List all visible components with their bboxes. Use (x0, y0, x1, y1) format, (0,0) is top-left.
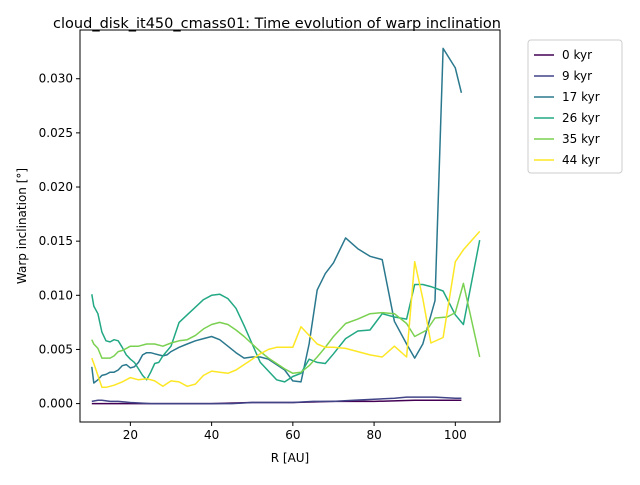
legend-label-44-kyr: 44 kyr (562, 153, 600, 167)
y-axis-label: Warp inclination [°] (15, 168, 29, 284)
x-axis-ticks: 20 40 60 80 100 (123, 422, 467, 442)
series-line-26-kyr (91, 239, 481, 383)
series-line-17-kyr (91, 47, 463, 384)
y-tick-label: 0.010 (39, 288, 73, 302)
legend-label-9-kyr: 9 kyr (562, 69, 592, 83)
x-tick-label: 40 (204, 428, 219, 442)
legend-label-0-kyr: 0 kyr (562, 48, 592, 62)
y-tick-label: 0.005 (39, 342, 73, 356)
y-tick-label: 0.030 (39, 72, 73, 86)
x-tick-label: 100 (444, 428, 467, 442)
series-layer (91, 47, 481, 405)
plot-frame (79, 29, 501, 423)
series-line-35-kyr (91, 282, 481, 375)
y-tick-label: 0.025 (39, 126, 73, 140)
x-axis-label: R [AU] (271, 451, 310, 465)
y-axis-ticks: 0.000 0.005 0.010 0.015 0.020 0.025 0.030 (39, 72, 80, 411)
x-tick-label: 80 (366, 428, 381, 442)
y-tick-label: 0.020 (39, 180, 73, 194)
series-line-44-kyr (91, 230, 481, 389)
series-line-9-kyr (91, 396, 462, 405)
legend-label-17-kyr: 17 kyr (562, 90, 600, 104)
y-tick-label: 0.000 (39, 397, 73, 411)
x-tick-label: 20 (123, 428, 138, 442)
x-tick-label: 60 (285, 428, 300, 442)
legend-label-26-kyr: 26 kyr (562, 111, 600, 125)
legend-label-35-kyr: 35 kyr (562, 132, 600, 146)
y-tick-label: 0.015 (39, 234, 73, 248)
legend: 0 kyr 9 kyr 17 kyr 26 kyr 35 kyr 44 kyr (527, 39, 623, 174)
chart-title: cloud_disk_it450_cmass01: Time evolution… (53, 16, 501, 32)
